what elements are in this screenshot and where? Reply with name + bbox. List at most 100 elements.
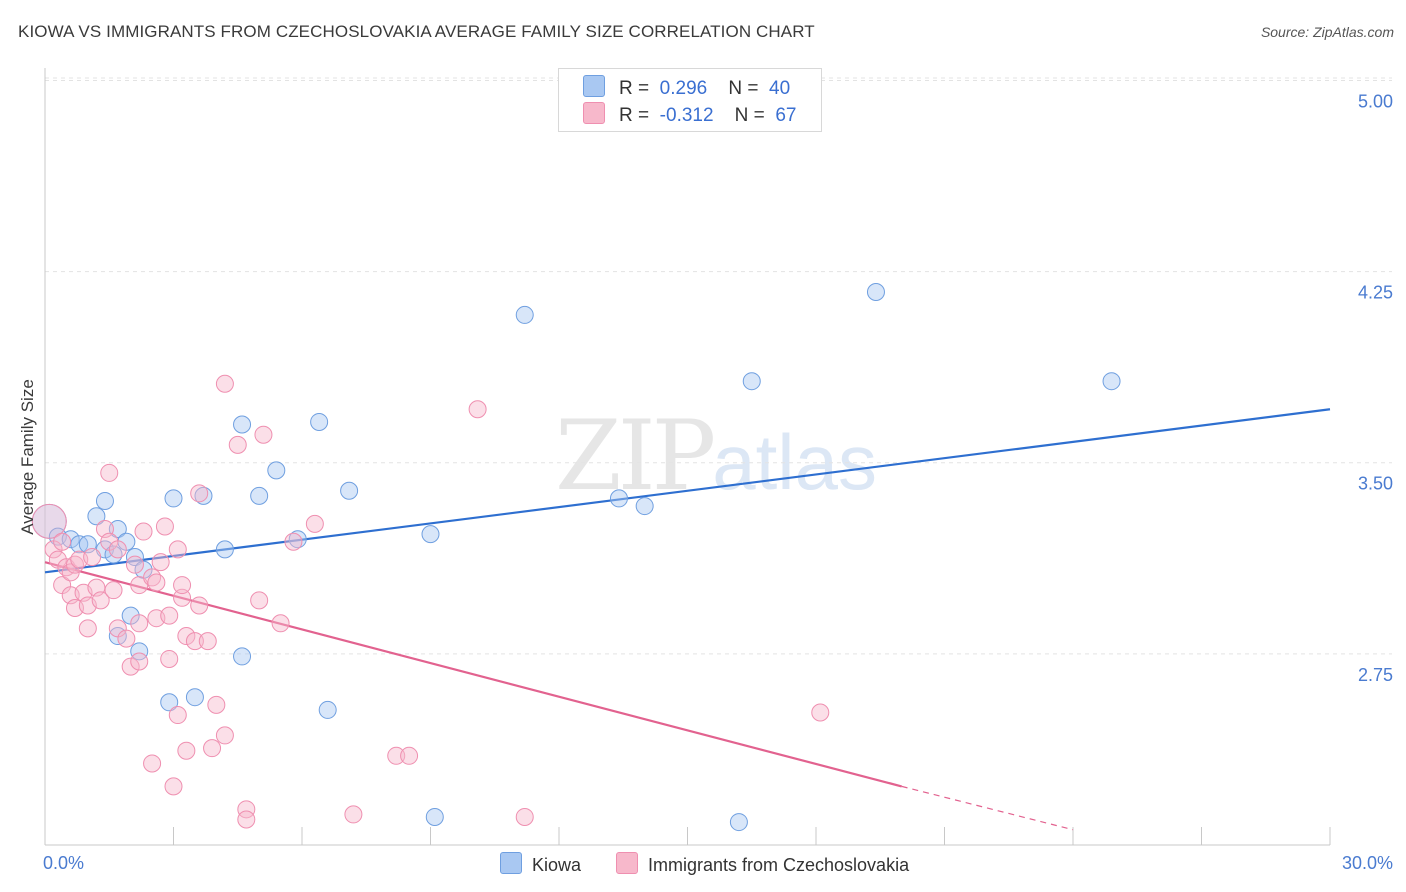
bottom-legend-kiowa: Kiowa	[500, 852, 581, 876]
kiowa-point	[340, 481, 359, 500]
czechoslovakia-point	[108, 540, 127, 559]
czechoslovakia-point	[130, 652, 149, 671]
czechoslovakia-point	[284, 532, 303, 551]
kiowa-point	[95, 491, 114, 510]
czechoslovakia-point	[168, 540, 187, 559]
czechoslovakia-point	[143, 754, 162, 773]
czechoslovakia-point	[387, 746, 406, 765]
czechoslovakia-point	[31, 503, 67, 539]
czechoslovakia-point	[250, 591, 269, 610]
czechoslovakia-point	[400, 746, 419, 765]
czechoslovakia-point	[151, 553, 170, 572]
x-tick-label-max: 30.0%	[1342, 853, 1393, 873]
czechoslovakia-point	[130, 614, 149, 633]
czechoslovakia-point	[78, 619, 97, 638]
kiowa-point	[87, 507, 106, 526]
legend-n-value: 40	[769, 78, 791, 99]
czechoslovakia-point	[203, 739, 222, 758]
legend-n-value: 67	[775, 105, 797, 126]
watermark-zip: ZIP	[555, 400, 716, 512]
kiowa-point	[164, 489, 183, 508]
czechoslovakia-point	[177, 741, 196, 760]
kiowa-point	[130, 642, 149, 661]
kiowa-point	[866, 283, 885, 301]
legend-n-label: N =	[728, 78, 759, 99]
czechoslovakia-point	[185, 632, 204, 651]
czechoslovakia-trend-line	[44, 561, 902, 788]
czechoslovakia-point	[160, 606, 179, 625]
czechoslovakia-point	[254, 425, 273, 444]
y-tick-label: 4.25	[1358, 283, 1393, 303]
bottom-legend-label-czechoslovakia: Immigrants from Czechoslovakia	[648, 855, 910, 875]
czechoslovakia-point	[215, 726, 234, 745]
czechoslovakia-point	[173, 576, 192, 595]
kiowa-point	[729, 813, 748, 832]
y-axis-label: Average Family Size	[18, 379, 37, 535]
axes	[44, 68, 1331, 846]
bottom-legend-label-kiowa: Kiowa	[532, 855, 582, 875]
czechoslovakia-point	[344, 805, 363, 824]
czechoslovakia-point	[468, 400, 487, 419]
kiowa-point	[609, 489, 628, 508]
czechoslovakia-point	[91, 591, 110, 610]
y-tick-label: 3.50	[1358, 474, 1393, 494]
legend-r-label: R =	[619, 78, 650, 99]
czechoslovakia-trend-extension	[901, 785, 1074, 831]
kiowa-point	[160, 693, 179, 712]
grid-lines	[45, 77, 1392, 655]
bottom-legend-swatch-kiowa	[500, 852, 522, 874]
y-tick-label: 5.00	[1358, 91, 1393, 111]
czechoslovakia-point	[237, 800, 256, 819]
czechoslovakia-point	[190, 484, 209, 503]
kiowa-point	[185, 688, 204, 707]
czechoslovakia-point	[164, 777, 183, 796]
correlation-legend: R = 0.296 N = 40 R = -0.312 N = 67	[558, 68, 822, 132]
czechoslovakia-point	[160, 649, 179, 668]
source-label: Source: ZipAtlas.com	[1260, 24, 1394, 40]
axis-labels: 2.75 3.50 4.25 5.00 0.0% 30.0% Average Family …	[18, 91, 1393, 873]
kiowa-point	[267, 461, 286, 480]
legend-row-kiowa: R = 0.296 N = 40	[583, 75, 790, 101]
kiowa-point	[310, 412, 329, 431]
czechoslovakia-point	[228, 435, 247, 454]
watermark-atlas: atlas	[712, 418, 877, 506]
czechoslovakia-point	[83, 548, 102, 567]
czechoslovakia-point	[147, 573, 166, 592]
kiowa-point	[250, 486, 269, 505]
kiowa-point	[318, 700, 337, 719]
legend-swatch-kiowa	[583, 75, 605, 97]
watermark: ZIPatlas	[555, 400, 877, 512]
trend-lines	[44, 408, 1331, 831]
czechoslovakia-point	[117, 629, 136, 648]
czechoslovakia-point	[173, 588, 192, 607]
kiowa-point	[233, 647, 252, 666]
czechoslovakia-point	[100, 463, 119, 482]
bottom-legend-czechoslovakia: Immigrants from Czechoslovakia	[616, 852, 909, 876]
czechoslovakia-point	[125, 555, 144, 574]
czechoslovakia-point	[155, 517, 174, 536]
y-tick-label: 2.75	[1358, 665, 1393, 685]
kiowa-point	[108, 520, 127, 538]
czechoslovakia-point	[177, 627, 196, 646]
kiowa-point	[425, 807, 444, 826]
kiowa-point	[742, 372, 761, 391]
chart-title: KIOWA VS IMMIGRANTS FROM CZECHOSLOVAKIA …	[18, 22, 815, 41]
kiowa-point	[635, 497, 654, 516]
kiowa-point	[215, 540, 234, 559]
legend-r-value: -0.312	[659, 105, 714, 126]
czechoslovakia-point	[215, 374, 234, 393]
czechoslovakia-point	[104, 581, 123, 600]
czechoslovakia-point	[53, 532, 72, 551]
kiowa-trend-line	[44, 408, 1331, 574]
legend-row-czechoslovakia: R = -0.312 N = 67	[583, 102, 796, 128]
czechoslovakia-point	[198, 632, 217, 651]
czechoslovakia-point	[305, 514, 324, 533]
czechoslovakia-point	[811, 703, 830, 722]
data-points	[31, 283, 1121, 832]
kiowa-point	[515, 305, 534, 324]
kiowa-point	[421, 525, 440, 544]
czechoslovakia-point	[271, 614, 290, 633]
kiowa-point	[125, 548, 144, 567]
czechoslovakia-point	[134, 522, 153, 541]
